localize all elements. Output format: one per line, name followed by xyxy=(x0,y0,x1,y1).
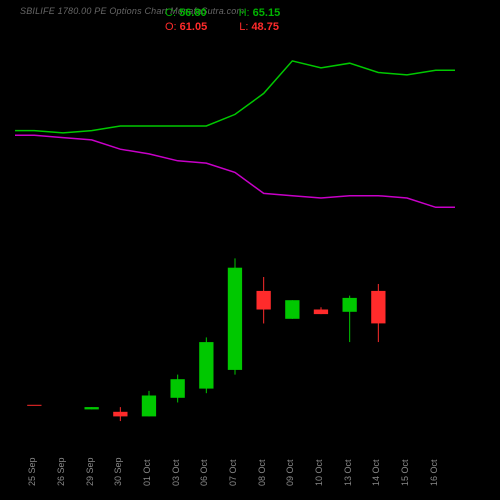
x-tick-label: 06 Oct xyxy=(199,459,209,486)
close-value: C: 56.80 xyxy=(165,6,207,20)
high-value: H: 65.15 xyxy=(239,6,281,20)
ohlc-readout: C: 56.80 H: 65.15 O: 61.05 L: 48.75 xyxy=(165,6,280,34)
candle-body xyxy=(142,396,156,417)
x-tick-label: 14 Oct xyxy=(371,459,381,486)
candle-body xyxy=(228,268,242,370)
open-value: O: 61.05 xyxy=(165,20,207,34)
candle-body xyxy=(85,407,99,409)
x-tick-label: 15 Oct xyxy=(400,459,410,486)
x-tick-label: 08 Oct xyxy=(257,459,267,486)
x-tick-label: 01 Oct xyxy=(142,459,152,486)
candle-body xyxy=(199,342,213,389)
candle-body xyxy=(257,291,271,310)
x-tick-label: 16 Oct xyxy=(429,459,439,486)
candle-body xyxy=(171,379,185,398)
x-tick-label: 03 Oct xyxy=(171,459,181,486)
candle-body xyxy=(314,310,328,315)
x-tick-label: 30 Sep xyxy=(113,457,123,486)
candle-body xyxy=(343,298,357,312)
candle-body xyxy=(285,300,299,319)
indicator-line-green xyxy=(15,61,455,133)
x-tick-label: 29 Sep xyxy=(85,457,95,486)
x-tick-label: 07 Oct xyxy=(228,459,238,486)
candle-body xyxy=(27,405,41,406)
indicator-line-magenta xyxy=(15,135,455,207)
x-tick-label: 25 Sep xyxy=(27,457,37,486)
x-tick-label: 09 Oct xyxy=(285,459,295,486)
chart-plot xyxy=(20,40,450,435)
x-tick-label: 26 Sep xyxy=(56,457,66,486)
x-tick-label: 13 Oct xyxy=(343,459,353,486)
candle-body xyxy=(113,412,127,417)
chart-svg xyxy=(20,40,450,435)
x-tick-label: 10 Oct xyxy=(314,459,324,486)
low-value: L: 48.75 xyxy=(239,20,279,34)
candle-body xyxy=(371,291,385,324)
x-axis-labels: 25 Sep 26 Sep 29 Sep 30 Sep 01 Oct 03 Oct 06 O… xyxy=(20,437,450,492)
